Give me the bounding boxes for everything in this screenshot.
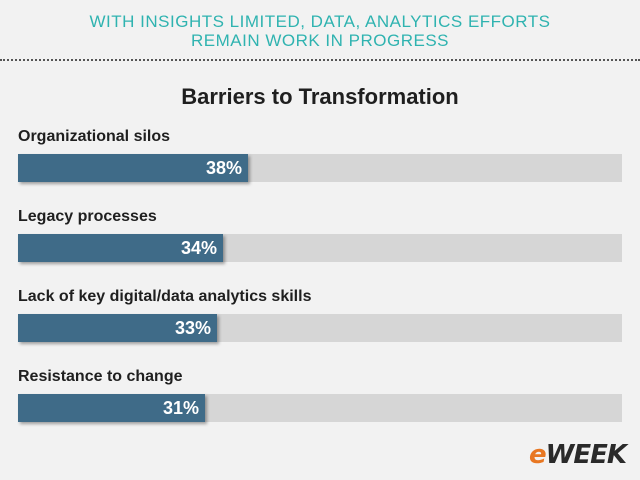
headline-line-1: WITH INSIGHTS LIMITED, DATA, ANALYTICS E… (89, 12, 551, 31)
bar: 31% (18, 394, 205, 422)
logo-week: WEEK (545, 440, 627, 470)
bar-category-label: Organizational silos (18, 128, 171, 145)
logo-e: e (529, 440, 547, 470)
bar-category-label: Resistance to change (18, 368, 183, 385)
bar-value-label: 33% (174, 318, 211, 338)
bar: 38% (18, 154, 248, 182)
bar-row: Lack of key digital/data analytics skill… (18, 288, 622, 342)
bar-category-label: Legacy processes (18, 208, 157, 225)
headline: WITH INSIGHTS LIMITED, DATA, ANALYTICS E… (0, 12, 640, 50)
bar-track: 38% (18, 154, 622, 182)
bar-value-label: 38% (205, 158, 242, 178)
bar-value-label: 31% (162, 398, 199, 418)
bar-row: Organizational silos 38% (18, 128, 622, 182)
bar-track: 34% (18, 234, 622, 262)
bar-track: 31% (18, 394, 622, 422)
bar-track: 33% (18, 314, 622, 342)
bar-row: Resistance to change 31% (18, 368, 622, 422)
bar-value-label: 34% (180, 238, 217, 258)
bar: 33% (18, 314, 217, 342)
bar: 34% (18, 234, 223, 262)
bar-category-label: Lack of key digital/data analytics skill… (18, 288, 312, 305)
bar-row: Legacy processes 34% (18, 208, 622, 262)
headline-line-2: REMAIN WORK IN PROGRESS (190, 31, 450, 50)
chart-title: Barriers to Transformation (181, 84, 459, 109)
dotted-divider (0, 59, 640, 61)
eweek-logo: eWEEK (529, 440, 627, 470)
